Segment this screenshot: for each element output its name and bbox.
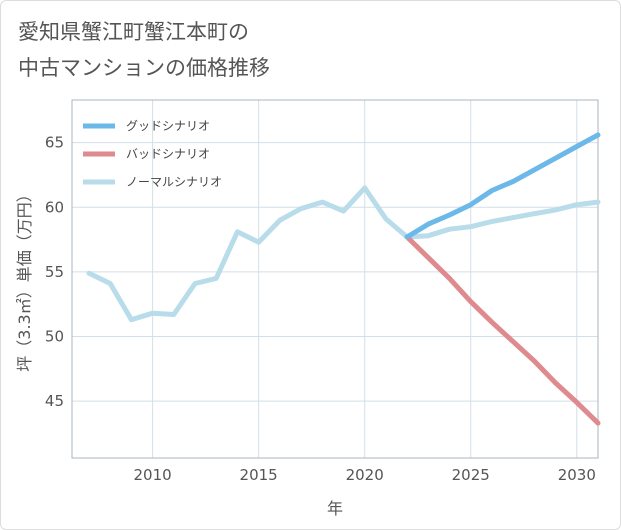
chart-title-line2: 中古マンションの価格推移 [18, 56, 270, 80]
legend-label: ノーマルシナリオ [126, 175, 222, 189]
x-tick-label: 2020 [346, 466, 384, 484]
y-tick-label: 65 [45, 134, 64, 152]
x-tick-label: 2015 [240, 466, 278, 484]
axes: 45 50 55 60 65 2010 2015 2020 2025 2030 [45, 99, 599, 484]
x-axis-label: 年 [327, 499, 343, 518]
y-tick-label: 55 [45, 263, 64, 281]
y-tick-label: 60 [45, 198, 64, 216]
legend-label: グッドシナリオ [126, 119, 210, 133]
x-tick-label: 2030 [558, 466, 596, 484]
series-line-good [404, 132, 601, 240]
legend-label: バッドシナリオ [126, 147, 210, 161]
y-tick-label: 50 [45, 328, 64, 346]
plot-area [71, 99, 599, 459]
y-axis-label: 坪（3.3㎡）単価（万円） [15, 186, 34, 371]
y-tick-label: 45 [45, 392, 64, 410]
chart-title-line1: 愛知県蟹江町蟹江本町の [18, 20, 249, 44]
series-line-bad [404, 234, 601, 426]
x-tick-label: 2025 [452, 466, 490, 484]
series-line-normal [86, 185, 601, 323]
x-tick-label: 2010 [134, 466, 172, 484]
series-lines [86, 132, 601, 426]
chart-title: 愛知県蟹江町蟹江本町の 中古マンションの価格推移 [18, 14, 598, 86]
